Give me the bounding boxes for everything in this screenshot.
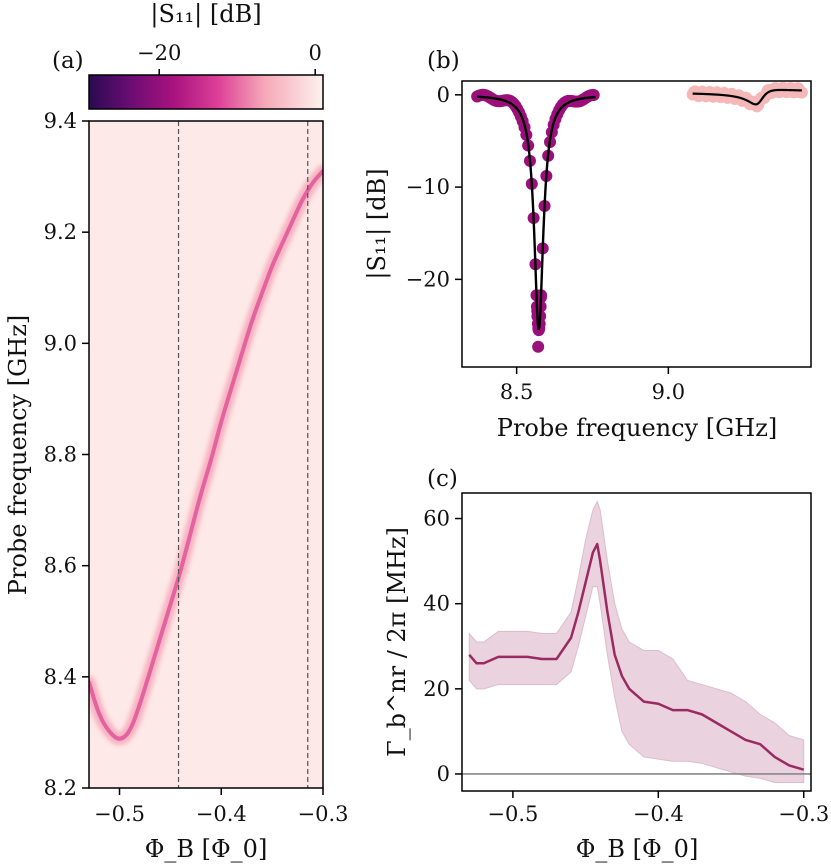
plot-b-frame (461, 80, 812, 368)
ylabel-c: Γ_b^nr / 2π [MHz] (383, 527, 411, 757)
ylabel-b: |S₁₁| [dB] (363, 168, 392, 279)
x-tick-label: −0.4 (633, 802, 684, 826)
y-tick-label: 60 (423, 507, 450, 531)
x-tick-label: 8.5 (500, 380, 533, 404)
x-tick-label: −0.3 (298, 802, 349, 826)
panel-b-label: (b) (427, 48, 460, 74)
y-tick-label: 20 (423, 677, 450, 701)
resonance-trace (89, 169, 323, 741)
y-tick-label: 8.6 (44, 554, 77, 578)
data-point (795, 86, 808, 99)
y-tick-label: 9.2 (44, 220, 77, 244)
plot-b-fits (477, 88, 802, 331)
panel-a-label: (a) (52, 48, 84, 74)
y-tick-label: 40 (423, 592, 450, 616)
colorbar-tick-label: −20 (137, 41, 181, 65)
panel-a: (a) |S₁₁| [dB] −20 0 −0.5 −0.4 −0.3 8.2 8.4 8.… (4, 0, 349, 863)
x-tick-label: −0.3 (778, 802, 829, 826)
dashed-lines (177, 121, 309, 788)
y-tick-label: 8.8 (44, 443, 77, 467)
y-tick-label: −10 (406, 175, 450, 199)
x-tick-label: −0.5 (94, 802, 145, 826)
fit-line (692, 88, 802, 106)
x-tick-label: −0.5 (487, 802, 538, 826)
xlabel-c: Φ_B [Φ_0] (576, 835, 699, 863)
y-tick-label: −20 (406, 267, 450, 291)
uncertainty-band (468, 500, 805, 783)
xlabel-a: Φ_B [Φ_0] (145, 835, 268, 863)
panel-b: (b) 8.5 9.00−10−20 Probe frequency [GHz] … (363, 48, 812, 442)
y-tick-label: 0 (437, 762, 450, 786)
colorbar-label: |S₁₁| [dB] (150, 0, 261, 29)
colorbar-gradient (88, 74, 324, 110)
y-tick-label: 0 (437, 83, 450, 107)
y-tick-label: 9.4 (44, 109, 77, 133)
panel-c: (c) −0.5 −0.4 −0.3 0 20 40 60 Φ_B [Φ_0] Γ_b^nr… (383, 466, 829, 863)
x-tick-label: −0.4 (196, 802, 247, 826)
x-tick-label: 9.0 (652, 380, 685, 404)
data-point (532, 340, 545, 353)
panel-c-label: (c) (427, 466, 458, 492)
ylabel-a: Probe frequency [GHz] (4, 315, 32, 595)
axis-c-ticks: −0.5 −0.4 −0.3 0 20 40 60 (423, 507, 829, 826)
plot-b-points (471, 81, 808, 353)
fit-line (477, 95, 596, 331)
data-point (587, 88, 600, 101)
heatmap-plot: −0.5 −0.4 −0.3 8.2 8.4 8.6 8.8 9.0 9.2 9.4 Φ_B [Φ… (4, 109, 349, 863)
plot-c-frame (461, 492, 812, 792)
axis-b-ticks: 8.5 9.0 0 −10 −20 (406, 83, 685, 404)
y-tick-label: 8.2 (44, 776, 77, 800)
axis-a-ticks: −0.5 −0.4 −0.3 8.2 8.4 8.6 8.8 9.0 9.2 9.4 (44, 109, 349, 826)
colorbar-tick-label: 0 (309, 41, 322, 65)
colorbar: |S₁₁| [dB] −20 0 (88, 0, 324, 110)
y-tick-label: 9.0 (44, 331, 77, 355)
gamma-line (468, 542, 805, 771)
xlabel-b: Probe frequency [GHz] (497, 414, 777, 442)
y-tick-label: 8.4 (44, 665, 77, 689)
colorbar-ticks: −20 0 (137, 41, 322, 75)
